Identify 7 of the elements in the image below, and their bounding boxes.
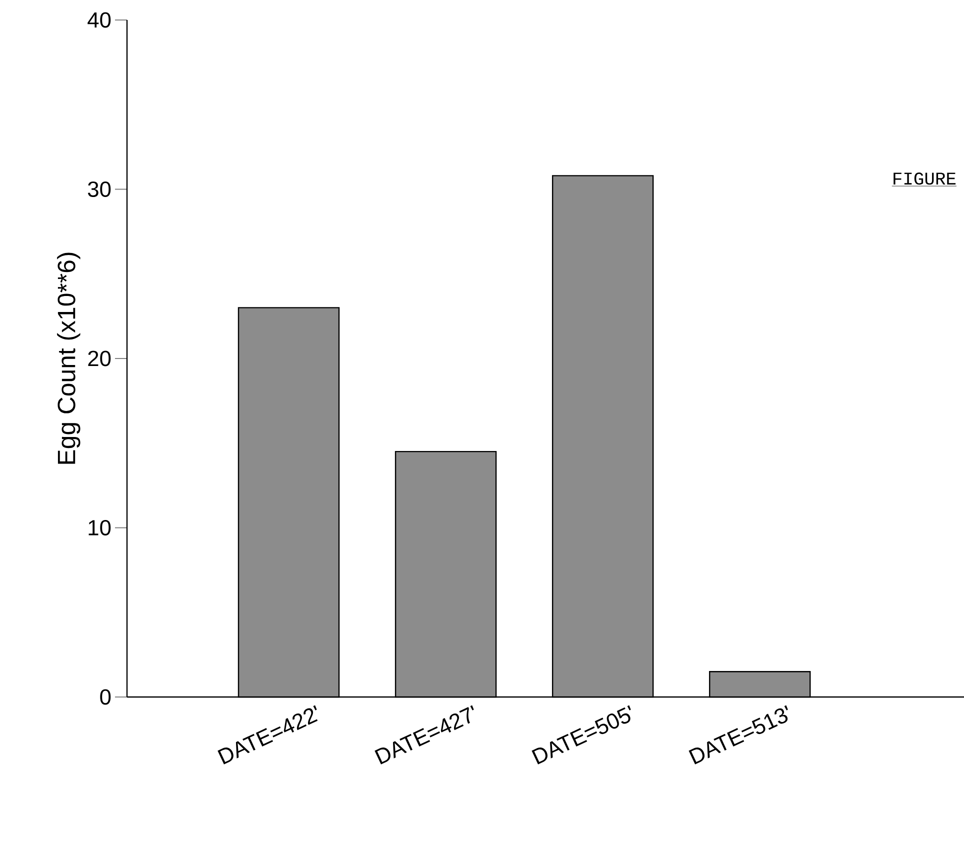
y-tick-label: 40: [88, 12, 111, 28]
y-tick-label: 30: [88, 181, 111, 197]
y-tick-label: 20: [88, 350, 111, 366]
y-tick-label: 0: [100, 689, 111, 705]
y-tick-label: 10: [88, 520, 111, 536]
annotation: FIGURE: [894, 172, 956, 185]
y-axis-title: Egg Count (x10**6): [57, 252, 80, 464]
